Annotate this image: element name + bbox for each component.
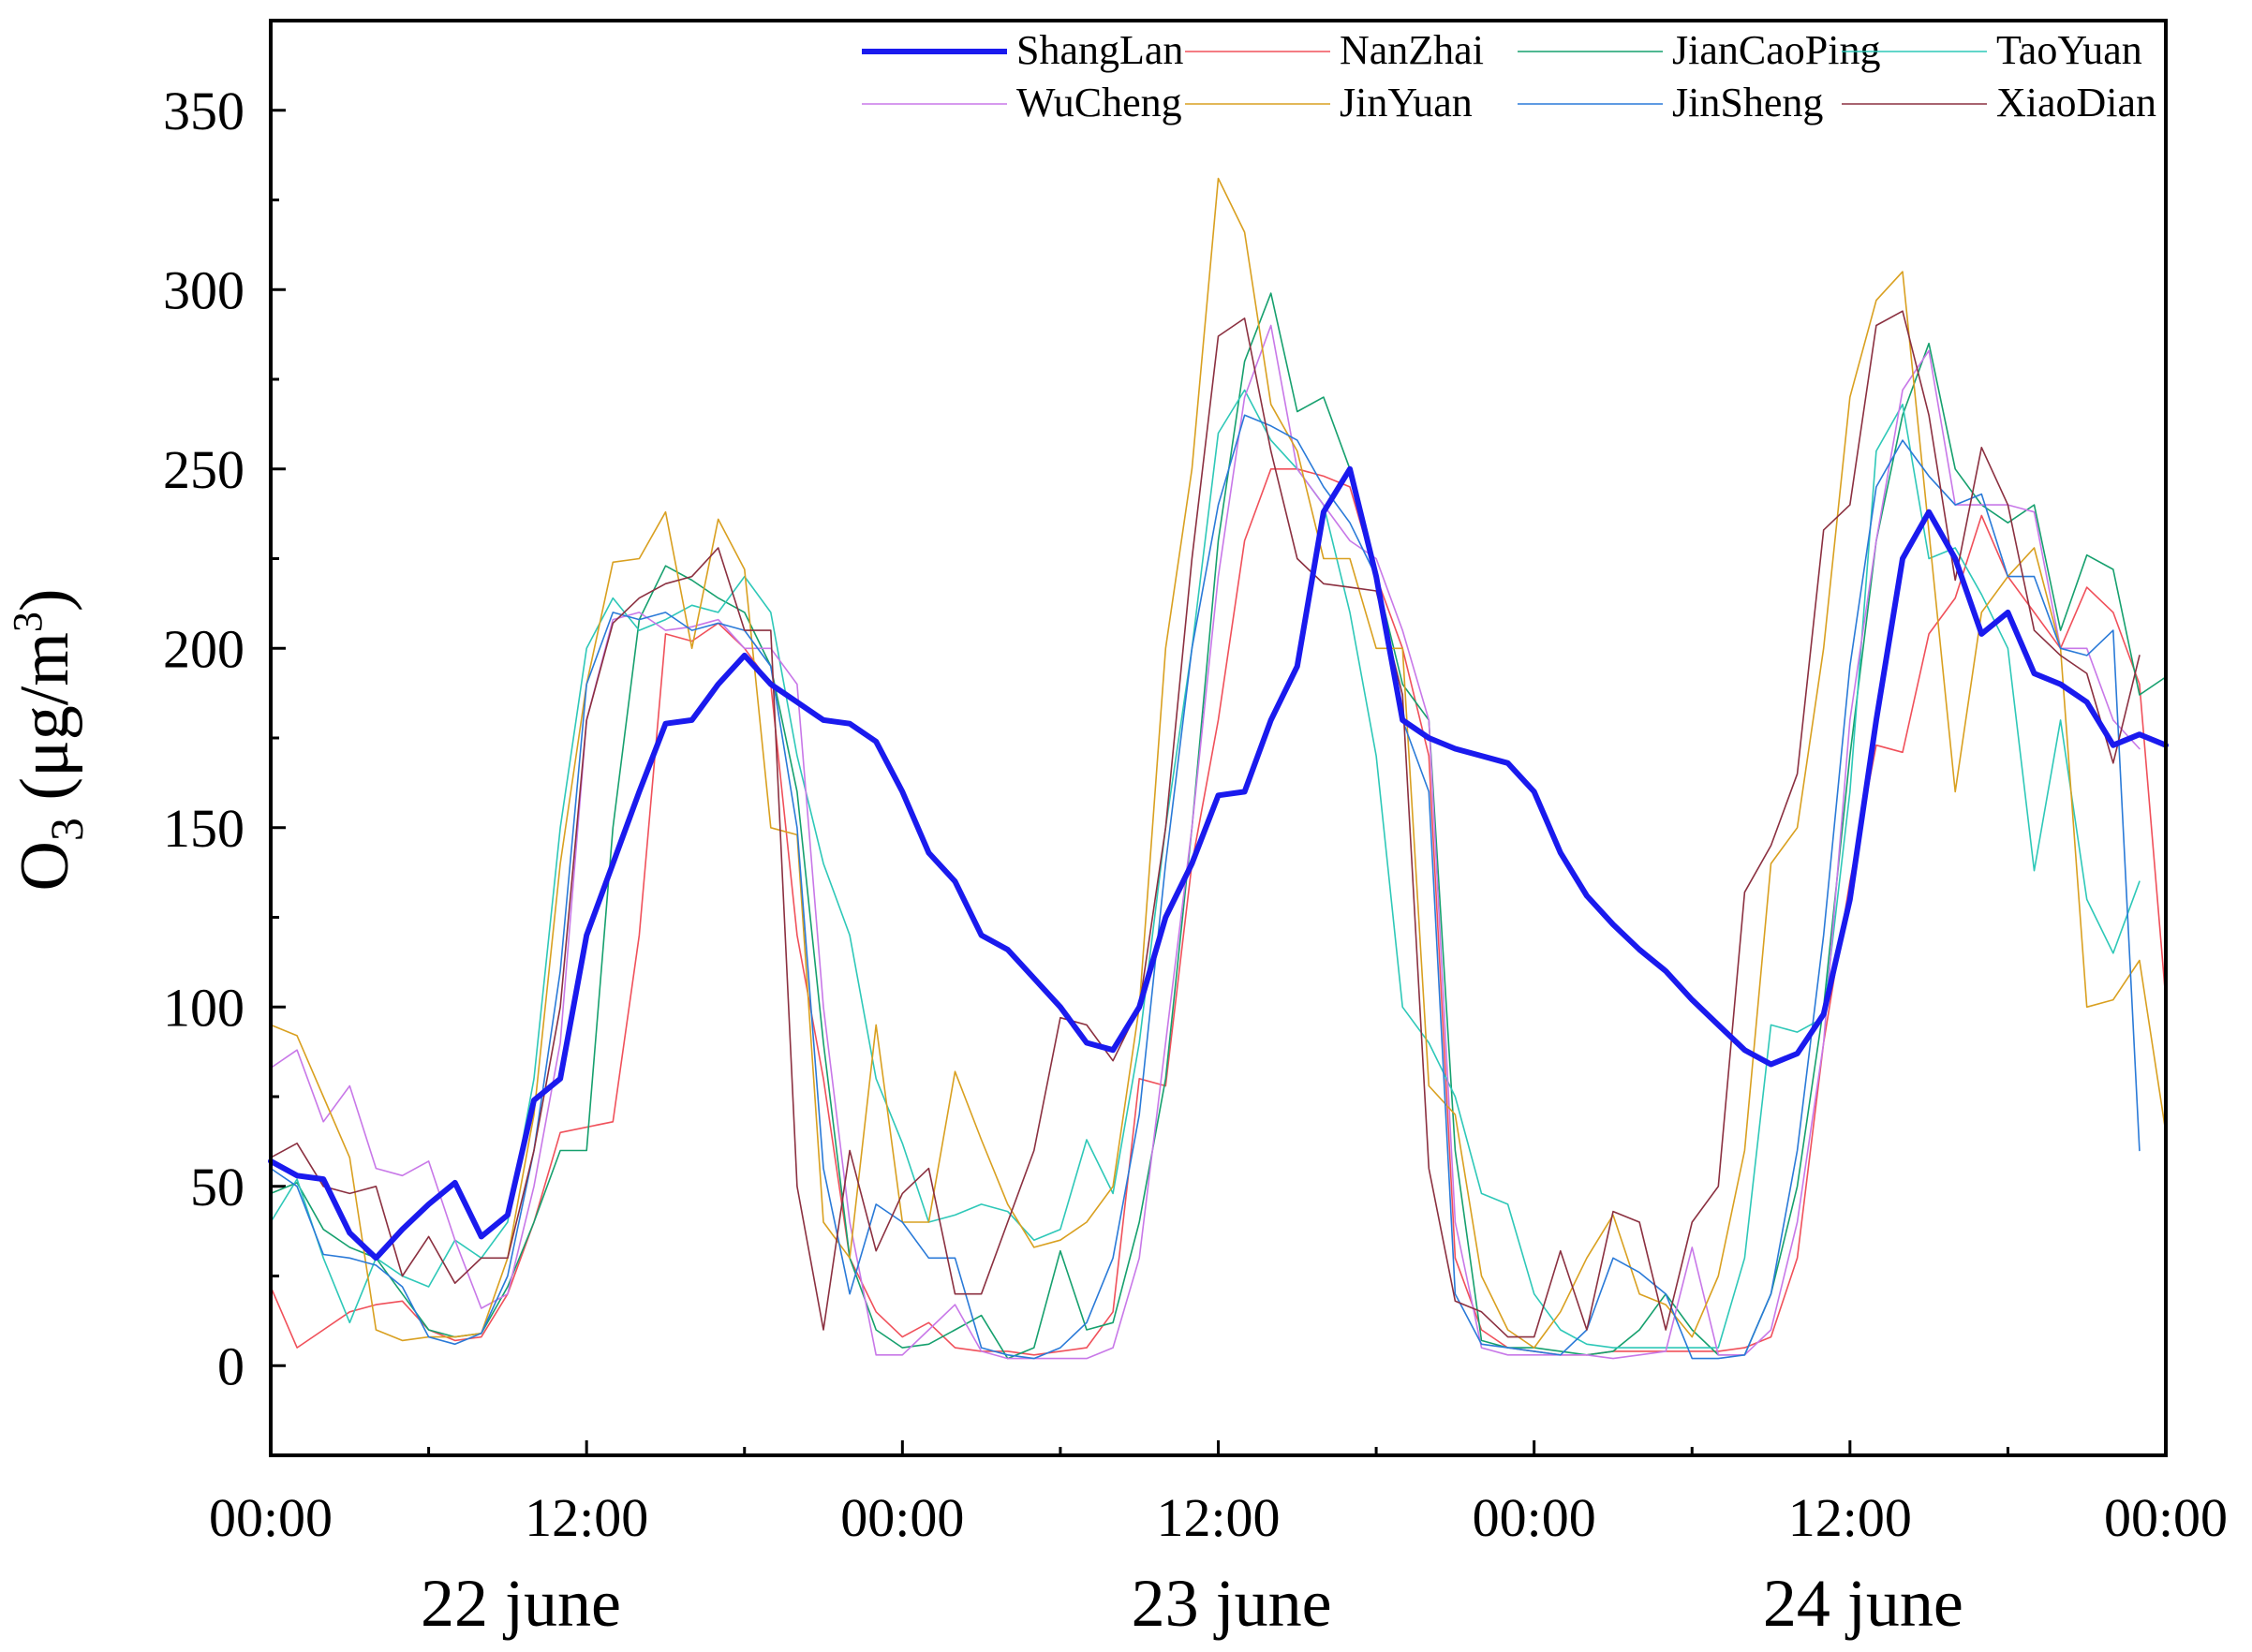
axes-layer: 0 50 100 150 200 250 300 350 00:00 12:00 00:00 12:0… — [163, 19, 2228, 1641]
date-label: 23 june — [1132, 1566, 1332, 1641]
date-label: 24 june — [1763, 1566, 1963, 1641]
y-axis-title-close: ) — [7, 588, 83, 612]
y-tick-label: 250 — [163, 439, 244, 500]
plot-area — [271, 21, 2166, 1455]
plot-frame — [269, 19, 2168, 1457]
series-line-xiaodian — [270, 310, 2141, 1338]
y-axis-title: O3 (μg/m3) — [5, 588, 93, 891]
y-axis-title-superscript: 3 — [5, 612, 51, 632]
legend-label-jinsheng: JinSheng — [1672, 80, 1823, 125]
y-axis-title-subscript: 3 — [40, 818, 93, 841]
series-line-jiancaoping — [270, 292, 2167, 1360]
legend-label-jiancaoping: JianCaoPing — [1672, 27, 1880, 73]
y-axis-title-unit: (μg/m — [7, 632, 83, 818]
y-axis-title-base: O — [7, 841, 83, 891]
date-label: 22 june — [421, 1566, 621, 1641]
series-line-shanglan — [268, 465, 2169, 1261]
legend: ShangLan NanZhai JianCaoPing TaoYuan WuCheng… — [862, 27, 2156, 125]
y-tick-label: 350 — [163, 81, 244, 141]
y-tick-label: 0 — [217, 1335, 244, 1396]
x-tick-label: 00:00 — [209, 1487, 333, 1548]
legend-label-shanglan: ShangLan — [1016, 27, 1183, 73]
x-tick-label: 00:00 — [1473, 1487, 1596, 1548]
series-line-jinsheng — [270, 414, 2141, 1360]
legend-label-jinyuan: JinYuan — [1340, 80, 1473, 125]
series-layer — [268, 177, 2169, 1360]
y-tick-label: 100 — [163, 977, 244, 1038]
y-tick-label: 300 — [163, 259, 244, 320]
legend-label-nanzhai: NanZhai — [1340, 27, 1484, 73]
x-tick-label: 00:00 — [2104, 1487, 2228, 1548]
legend-label-wucheng: WuCheng — [1016, 80, 1182, 125]
y-tick-label: 50 — [190, 1157, 244, 1217]
legend-label-taoyuan: TaoYuan — [1996, 27, 2142, 73]
y-tick-label: 150 — [163, 798, 244, 859]
x-tick-label: 12:00 — [525, 1487, 648, 1548]
x-tick-label: 12:00 — [1156, 1487, 1280, 1548]
x-tick-label: 00:00 — [840, 1487, 964, 1548]
series-line-jinyuan — [270, 177, 2167, 1349]
y-tick-label: 200 — [163, 618, 244, 679]
x-tick-label: 12:00 — [1788, 1487, 1912, 1548]
legend-label-xiaodian: XiaoDian — [1996, 80, 2156, 125]
